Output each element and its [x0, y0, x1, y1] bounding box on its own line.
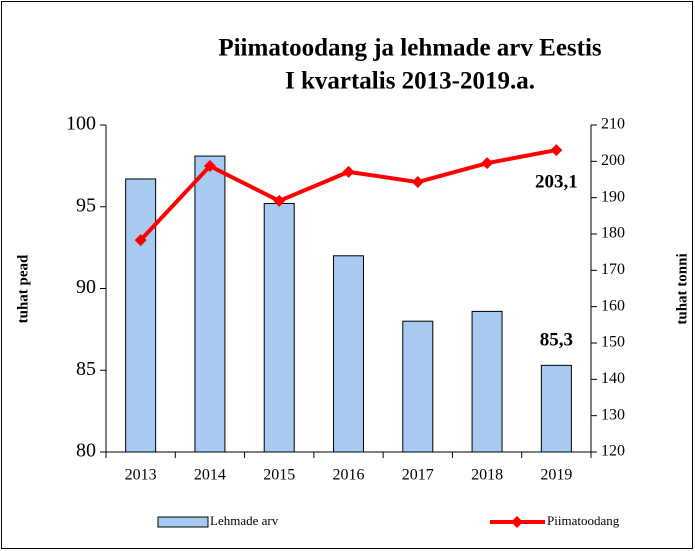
bar — [402, 320, 434, 453]
y-tick-label: 80 — [76, 440, 96, 462]
y2-tick-label: 150 — [601, 334, 625, 351]
line-marker — [342, 165, 355, 178]
y-axis-label: tuhat pead — [15, 254, 31, 323]
y-tick-label: 100 — [66, 113, 96, 135]
line-marker — [203, 160, 216, 173]
legend-label: Lehmade arv — [210, 513, 279, 528]
bar — [194, 155, 226, 453]
y2-tick-label: 120 — [601, 443, 625, 460]
x-tick-label: 2016 — [333, 467, 365, 484]
y2-tick-label: 180 — [601, 225, 625, 242]
y2-tick-label: 160 — [601, 297, 625, 314]
x-tick-label: 2014 — [194, 467, 226, 484]
x-tick-label: 2015 — [263, 467, 295, 484]
y2-axis-label: tuhat tonni — [674, 253, 690, 324]
x-tick-label: 2017 — [402, 467, 434, 484]
y2-tick-label: 140 — [601, 370, 625, 387]
x-tick-label: 2018 — [471, 467, 503, 484]
y2-tick-label: 190 — [601, 188, 625, 205]
line-marker — [134, 234, 147, 247]
bar — [540, 364, 572, 453]
legend-marker — [511, 516, 523, 528]
y2-tick-label: 210 — [601, 116, 625, 133]
line-marker — [411, 176, 424, 189]
line-marker — [273, 194, 286, 207]
y-tick-label: 95 — [76, 194, 96, 216]
data-label: 203,1 — [535, 171, 578, 192]
y-tick-label: 85 — [76, 358, 96, 380]
legend-label: Piimatoodang — [547, 513, 620, 528]
y2-tick-label: 200 — [601, 152, 625, 169]
data-label: 85,3 — [540, 330, 573, 351]
line-marker — [550, 144, 563, 157]
y-tick-label: 90 — [76, 276, 96, 298]
line-marker — [481, 157, 494, 170]
y2-tick-label: 170 — [601, 261, 625, 278]
chart-title: Piimatoodang ja lehmade arv Eestis — [218, 35, 602, 62]
chart-title: I kvartalis 2013-2019.a. — [285, 68, 535, 95]
bar — [125, 178, 157, 453]
bar — [471, 310, 503, 453]
legend-swatch — [157, 516, 209, 528]
x-tick-label: 2013 — [125, 467, 157, 484]
y2-tick-label: 130 — [601, 406, 625, 423]
bar — [333, 255, 364, 453]
x-tick-label: 2019 — [540, 467, 572, 484]
bar — [263, 202, 295, 453]
